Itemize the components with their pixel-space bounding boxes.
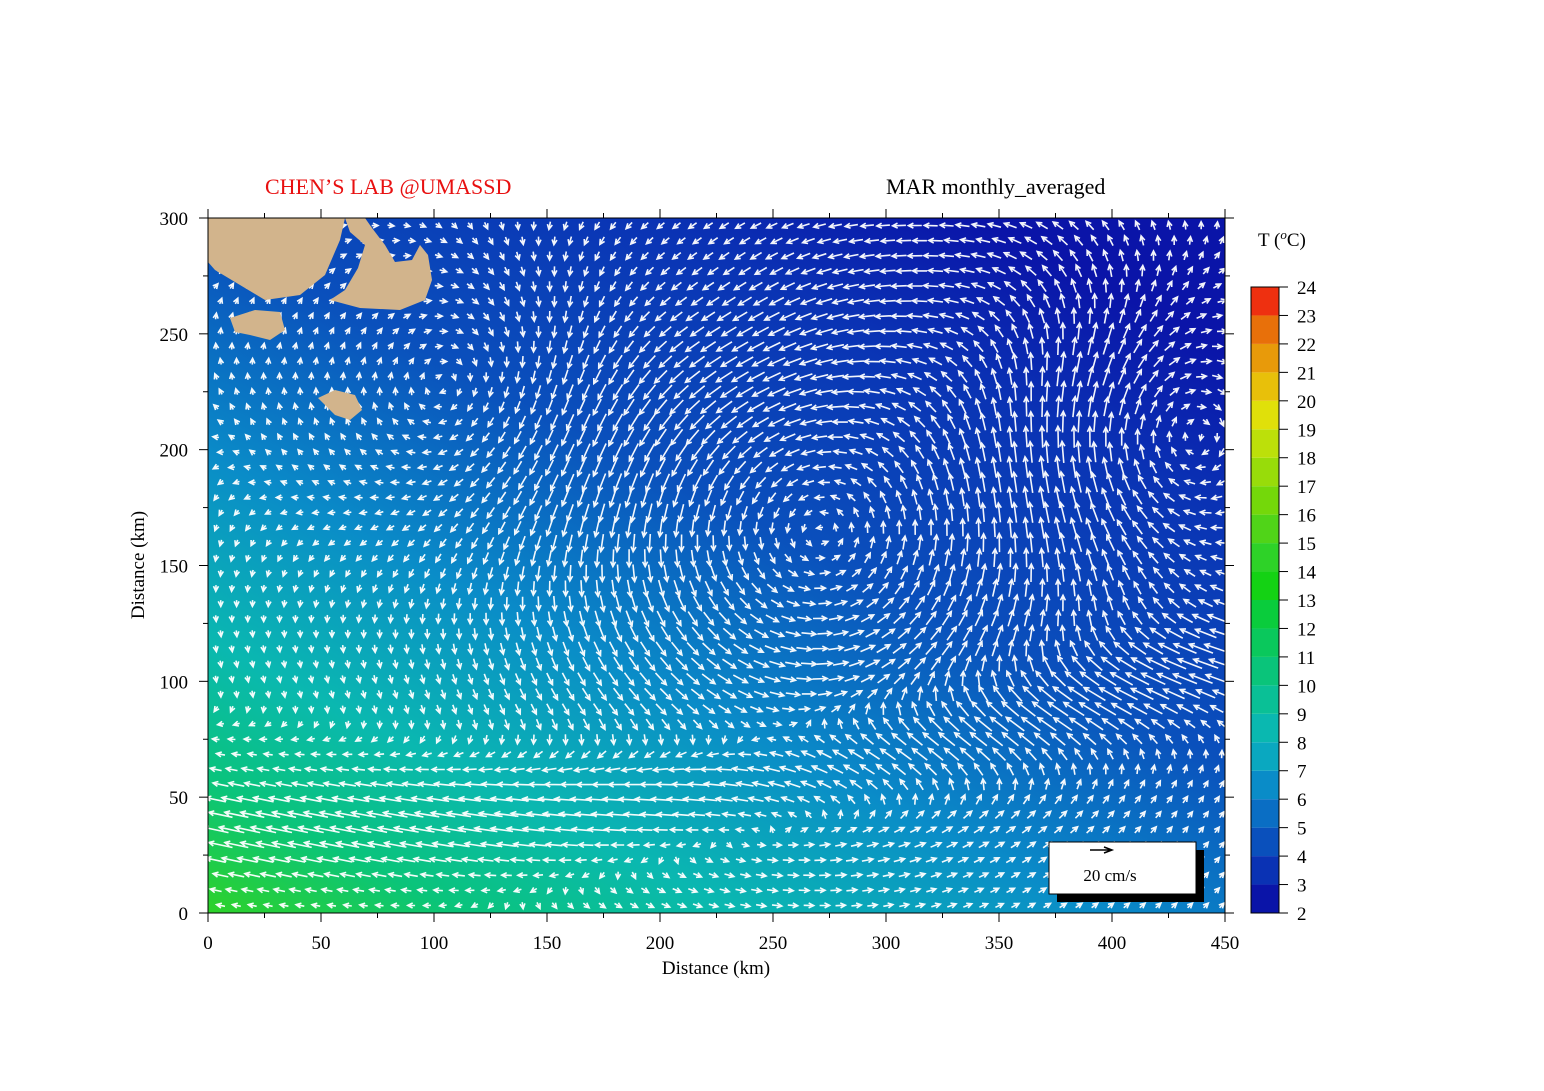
colorbar-tick-label: 7: [1297, 762, 1307, 783]
colorbar-segment: [1251, 486, 1279, 515]
y-tick-label: 250: [160, 325, 189, 346]
colorbar-tick-label: 12: [1297, 619, 1316, 640]
x-tick-label: 0: [203, 933, 213, 954]
y-tick-label: 100: [160, 672, 189, 693]
x-tick-label: 50: [312, 933, 331, 954]
scale-label: 20 cm/s: [1083, 866, 1136, 885]
colorbar-tick-label: 11: [1297, 648, 1315, 669]
colorbar-segment: [1251, 514, 1279, 544]
colorbar-segment: [1251, 884, 1279, 913]
colorbar-segment: [1251, 827, 1279, 857]
colorbar-tick-label: 17: [1297, 477, 1316, 498]
colorbar-tick-label: 3: [1297, 876, 1307, 897]
lab-annotation: CHEN’S LAB @UMASSD: [265, 174, 511, 199]
colorbar-tick-label: 18: [1297, 449, 1316, 470]
colorbar-segment: [1251, 685, 1279, 714]
colorbar-segment: [1251, 856, 1279, 885]
colorbar-segment: [1251, 742, 1279, 771]
colorbar-segment: [1251, 571, 1279, 600]
colorbar-label-part: o: [1280, 227, 1287, 242]
colorbar-segment: [1251, 770, 1279, 800]
chart-title: MAR monthly_averaged: [886, 174, 1105, 199]
colorbar-tick-label: 6: [1297, 790, 1307, 811]
x-axis-label: Distance (km): [662, 958, 770, 979]
colorbar-tick-label: 13: [1297, 591, 1316, 612]
colorbar-segment: [1251, 343, 1279, 373]
colorbar-segment: [1251, 600, 1279, 629]
x-tick-label: 150: [533, 933, 562, 954]
colorbar-tick-label: 19: [1297, 420, 1316, 441]
x-tick-label: 250: [759, 933, 788, 954]
x-tick-label: 300: [872, 933, 901, 954]
colorbar-segment: [1251, 543, 1279, 572]
colorbar-tick-label: 8: [1297, 733, 1307, 754]
colorbar-segment: [1251, 628, 1279, 657]
colorbar-label-part: T (: [1258, 230, 1280, 251]
colorbar-tick-label: 16: [1297, 506, 1316, 527]
colorbar-tick-label: 20: [1297, 392, 1316, 413]
colorbar-tick-label: 5: [1297, 819, 1307, 840]
x-tick-label: 400: [1098, 933, 1127, 954]
colorbar-segment: [1251, 400, 1279, 430]
colorbar-tick-label: 4: [1297, 847, 1307, 868]
colorbar-tick-label: 22: [1297, 335, 1316, 356]
colorbar-segment: [1251, 656, 1279, 686]
colorbar-label-part: C): [1287, 230, 1306, 251]
colorbar-segment: [1251, 799, 1279, 828]
colorbar-segment: [1251, 457, 1279, 487]
colorbar-tick-label: 10: [1297, 676, 1316, 697]
y-axis-label: Distance (km): [128, 511, 149, 619]
y-tick-label: 150: [160, 557, 189, 578]
colorbar-tick-label: 9: [1297, 705, 1307, 726]
colorbar-segment: [1251, 372, 1279, 401]
colorbar-segment: [1251, 713, 1279, 743]
colorbar-tick-label: 24: [1297, 278, 1317, 299]
x-tick-label: 350: [985, 933, 1014, 954]
colorbar-tick-label: 14: [1297, 563, 1317, 584]
colorbar-segment: [1251, 429, 1279, 458]
colorbar-tick-label: 15: [1297, 534, 1316, 555]
land: [208, 218, 432, 420]
temperature-field: [208, 218, 1225, 913]
x-tick-label: 450: [1211, 933, 1240, 954]
colorbar-segment: [1251, 315, 1279, 344]
colorbar-label: T (oC): [1258, 227, 1306, 251]
colorbar-tick-label: 21: [1297, 363, 1316, 384]
colorbar-segment: [1251, 287, 1279, 316]
y-tick-label: 300: [160, 209, 189, 230]
y-tick-label: 0: [179, 904, 189, 925]
scale-box: 20 cm/s: [1048, 841, 1204, 902]
y-tick-label: 50: [169, 788, 188, 809]
colorbar-tick-label: 2: [1297, 904, 1307, 925]
y-tick-label: 200: [160, 441, 189, 462]
x-tick-label: 100: [420, 933, 449, 954]
colorbar-tick-label: 23: [1297, 306, 1316, 327]
x-tick-label: 200: [646, 933, 675, 954]
